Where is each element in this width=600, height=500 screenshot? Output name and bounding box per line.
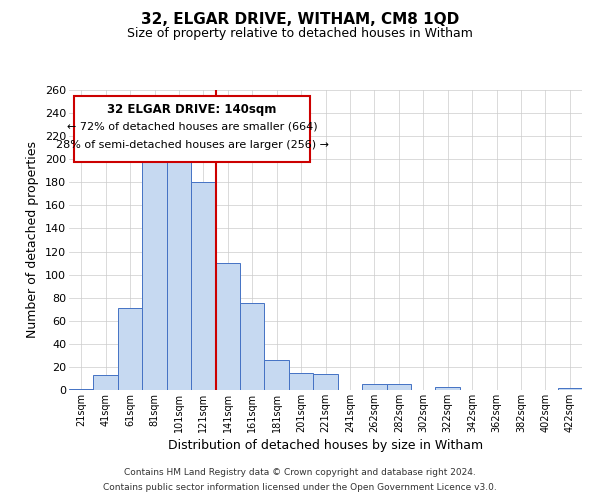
- FancyBboxPatch shape: [74, 96, 310, 162]
- Bar: [386, 384, 411, 390]
- Bar: [436, 386, 460, 390]
- Bar: [557, 388, 582, 390]
- Bar: [69, 389, 94, 390]
- Text: ← 72% of detached houses are smaller (664): ← 72% of detached houses are smaller (66…: [67, 122, 317, 132]
- Bar: [94, 375, 118, 390]
- Text: Contains public sector information licensed under the Open Government Licence v3: Contains public sector information licen…: [103, 483, 497, 492]
- Text: Size of property relative to detached houses in Witham: Size of property relative to detached ho…: [127, 28, 473, 40]
- Text: 32, ELGAR DRIVE, WITHAM, CM8 1QD: 32, ELGAR DRIVE, WITHAM, CM8 1QD: [141, 12, 459, 28]
- Bar: [191, 182, 215, 390]
- Text: 28% of semi-detached houses are larger (256) →: 28% of semi-detached houses are larger (…: [56, 140, 329, 149]
- Bar: [240, 304, 265, 390]
- Bar: [142, 156, 167, 390]
- X-axis label: Distribution of detached houses by size in Witham: Distribution of detached houses by size …: [168, 439, 483, 452]
- Bar: [215, 263, 240, 390]
- Bar: [118, 308, 142, 390]
- Y-axis label: Number of detached properties: Number of detached properties: [26, 142, 40, 338]
- Text: Contains HM Land Registry data © Crown copyright and database right 2024.: Contains HM Land Registry data © Crown c…: [124, 468, 476, 477]
- Bar: [167, 146, 191, 390]
- Bar: [265, 360, 289, 390]
- Bar: [362, 384, 386, 390]
- Bar: [313, 374, 338, 390]
- Text: 32 ELGAR DRIVE: 140sqm: 32 ELGAR DRIVE: 140sqm: [107, 104, 277, 117]
- Bar: [289, 372, 313, 390]
